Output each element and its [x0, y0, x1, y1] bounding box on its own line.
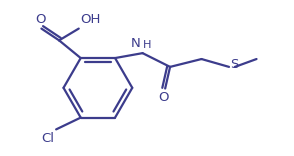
Text: Cl: Cl	[41, 132, 54, 145]
Text: S: S	[230, 58, 238, 71]
Text: OH: OH	[81, 13, 101, 26]
Text: H: H	[143, 40, 151, 50]
Text: N: N	[131, 37, 141, 50]
Text: O: O	[158, 91, 168, 105]
Text: O: O	[35, 13, 46, 26]
